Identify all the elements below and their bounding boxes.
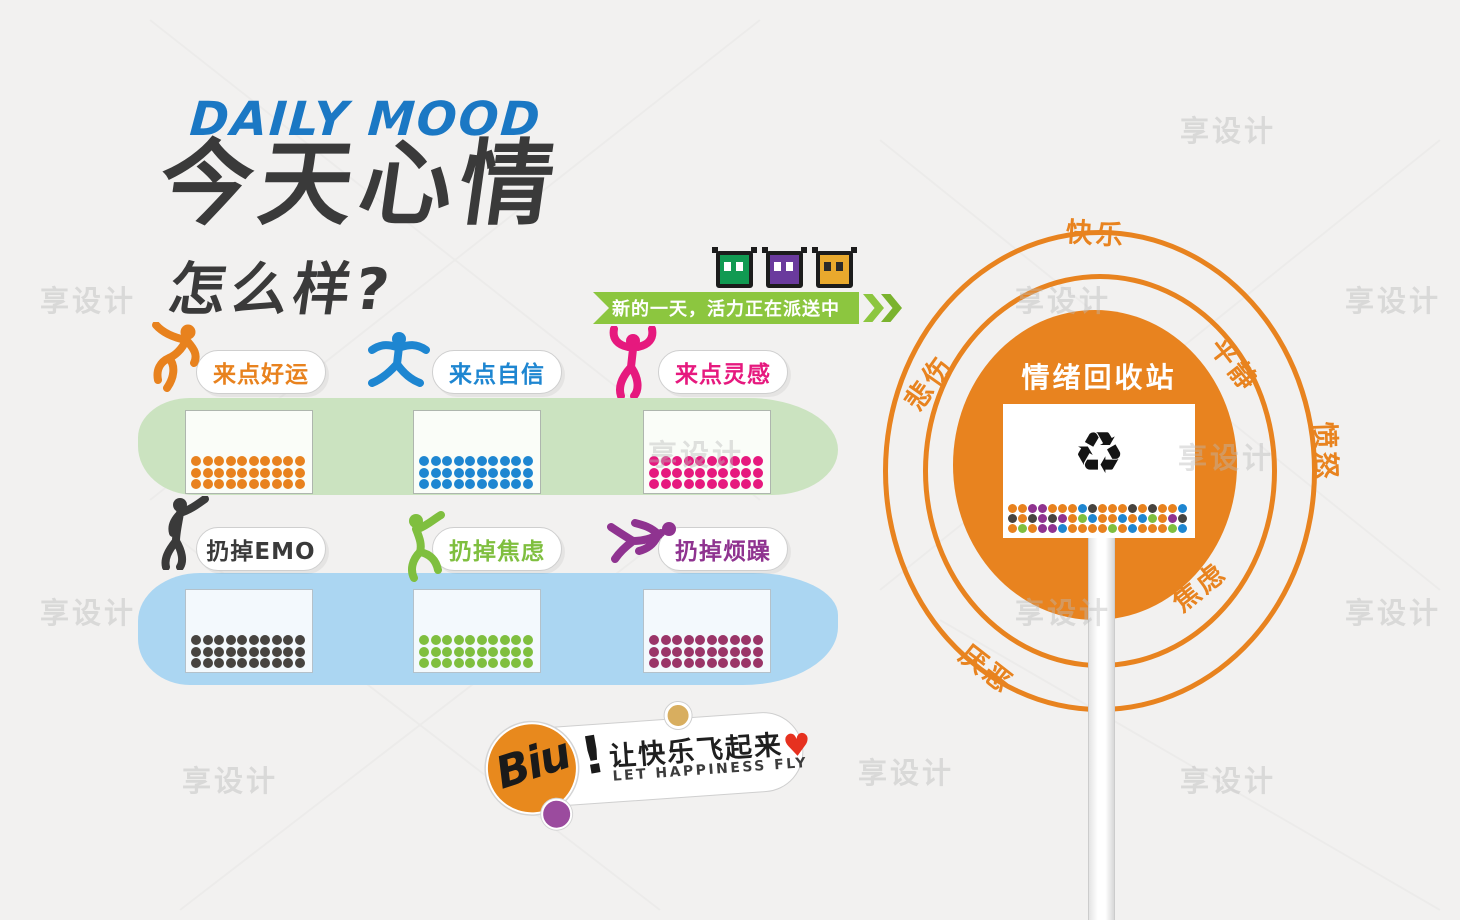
mood-label: 来点灵感 — [675, 362, 771, 388]
sticker-dots — [191, 635, 308, 668]
mood-label: 来点自信 — [449, 362, 545, 388]
mood-label: 扔掉烦躁 — [675, 539, 771, 565]
collected-emotion-dots — [1008, 504, 1191, 533]
sticker-box-anxiety — [413, 589, 541, 673]
gold-pixel-face-icon — [812, 247, 857, 288]
sticker-box-inspiration — [643, 410, 771, 494]
dancing-figure-icon — [152, 322, 200, 392]
recycle-icon: ♻ — [1073, 419, 1125, 487]
pixel-emoji-row — [712, 247, 857, 288]
recycle-sign-board: ♻ — [1003, 404, 1195, 538]
sticker-dots — [419, 635, 536, 668]
mood-label: 扔掉EMO — [206, 539, 316, 565]
mood-label: 来点好运 — [213, 362, 309, 388]
mood-pill-irritation: 扔掉烦躁 — [658, 527, 788, 571]
happiness-badge: Biu ! 让快乐飞起来♥ LET HAPPINESS FLY — [482, 697, 819, 835]
mood-pill-luck: 来点好运 — [196, 350, 326, 394]
page-title-cn-line1: 今天心情 — [152, 130, 568, 238]
mood-pill-emo: 扔掉EMO — [196, 527, 326, 571]
sign-pole — [1088, 536, 1115, 920]
mood-pill-inspiration: 来点灵感 — [658, 350, 788, 394]
sticker-box-emo — [185, 589, 313, 673]
sticker-dots — [649, 456, 766, 489]
emotion-label-happy: 快乐 — [1064, 216, 1127, 253]
sticker-box-confidence — [413, 410, 541, 494]
emotion-label-anger: 愤怒 — [1308, 421, 1342, 483]
mood-pill-anxiety: 扔掉焦虑 — [432, 527, 562, 571]
sticker-box-irritation — [643, 589, 771, 673]
cheering-figure-icon — [609, 326, 657, 398]
green-pixel-face-icon — [712, 247, 757, 288]
jumping-figure-icon — [368, 332, 430, 387]
walking-figure-icon — [161, 496, 209, 570]
sticker-dots — [419, 456, 536, 489]
station-title: 情绪回收站 — [1021, 361, 1177, 394]
page-title-cn-line2: 怎么样? — [164, 257, 399, 323]
sticker-dots — [191, 456, 308, 489]
sticker-box-luck — [185, 410, 313, 494]
purple-pixel-face-icon — [762, 247, 807, 288]
sticker-dots — [649, 635, 766, 668]
mood-label: 扔掉焦虑 — [449, 539, 545, 565]
delivery-banner: 新的一天，活力正在派送中 — [593, 292, 859, 324]
mood-pill-confidence: 来点自信 — [432, 350, 562, 394]
sitting-figure-icon — [408, 511, 445, 582]
flying-figure-icon — [607, 519, 676, 563]
